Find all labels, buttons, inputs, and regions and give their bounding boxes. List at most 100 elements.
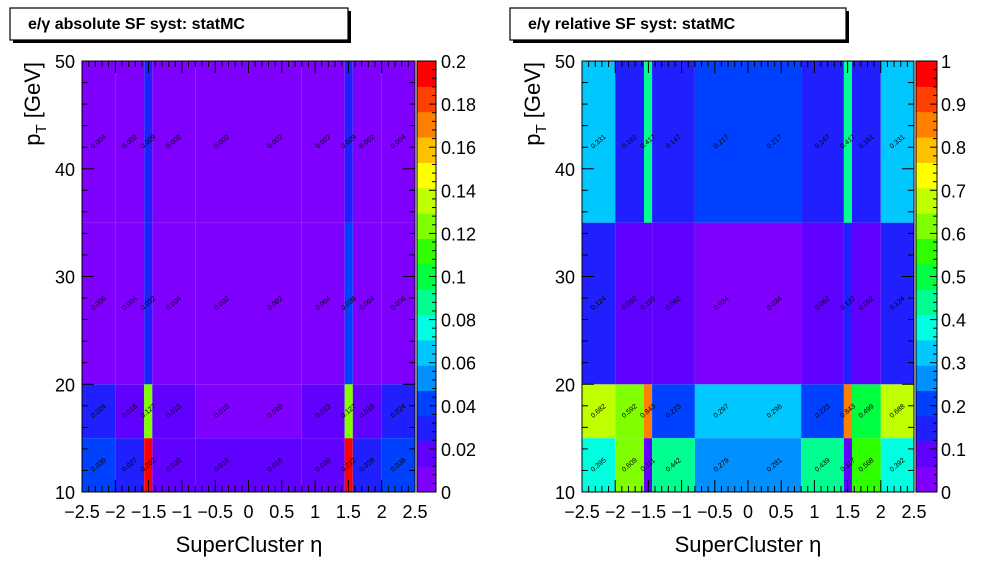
heatmap-cell — [195, 222, 249, 385]
heatmap-cell — [152, 222, 196, 385]
heatmap-cell — [152, 438, 196, 492]
x-tick-label: 0.5 — [269, 502, 294, 522]
heatmap-cell — [694, 61, 748, 223]
heatmap-cell — [880, 438, 914, 492]
z-tick-label: 0.14 — [441, 181, 476, 201]
x-tick-label: −0.5 — [197, 502, 233, 522]
heatmap-cell — [880, 222, 914, 385]
heatmap-cell — [115, 61, 145, 223]
x-tick-label: 2.5 — [901, 502, 926, 522]
heatmap-cell — [582, 384, 616, 439]
color-bar-step — [417, 314, 436, 341]
z-tick-label: 0.2 — [941, 397, 966, 417]
x-tick-label: −0.5 — [697, 502, 733, 522]
heatmap-cell — [801, 384, 844, 439]
y-axis-title: pT [GeV] — [20, 62, 50, 146]
heatmap-cell — [152, 61, 196, 223]
z-tick-label: 0.6 — [941, 224, 966, 244]
color-bar-step — [916, 238, 937, 265]
color-bar-step — [417, 187, 436, 214]
y-tick-label: 10 — [55, 483, 75, 503]
z-tick-label: 0.2 — [441, 52, 466, 72]
x-tick-label: 2 — [377, 502, 387, 522]
color-bar-step — [417, 339, 436, 366]
x-axis-title: SuperCluster η — [675, 532, 822, 557]
color-bar-step — [417, 61, 436, 87]
heatmap-cell — [880, 61, 914, 223]
x-tick-label: 2 — [876, 502, 886, 522]
heatmap-cells — [82, 61, 415, 492]
x-tick-label: −2 — [605, 502, 626, 522]
heatmap-cell — [748, 222, 802, 385]
heatmap-cell — [352, 61, 382, 223]
heatmap-cell — [195, 61, 249, 223]
z-tick-label: 0.04 — [441, 397, 476, 417]
color-bar-step — [417, 289, 436, 316]
x-tick-label: −1.5 — [631, 502, 667, 522]
y-tick-label: 30 — [55, 268, 75, 288]
color-bar-step — [417, 86, 436, 113]
x-tick-label: −2.5 — [564, 502, 600, 522]
heatmap-cell — [344, 61, 353, 223]
heatmap-cell — [652, 61, 695, 223]
heatmap-cell — [344, 438, 353, 492]
x-tick-label: 2.5 — [402, 502, 427, 522]
heatmap-cell — [381, 384, 415, 439]
heatmap-cell — [644, 61, 653, 223]
color-bar-step — [916, 187, 937, 214]
color-bar-step — [916, 86, 937, 113]
heatmap-cell — [843, 384, 852, 439]
heatmap-cell — [381, 222, 415, 385]
heatmap-cell — [801, 438, 844, 492]
heatmap-cell — [301, 384, 345, 439]
heatmap-cell — [301, 438, 345, 492]
heatmap-cell — [615, 61, 645, 223]
z-tick-label: 0.18 — [441, 95, 476, 115]
z-tick-label: 0.5 — [941, 268, 966, 288]
y-tick-label: 50 — [55, 52, 75, 72]
color-bar-step — [417, 365, 436, 392]
color-bar-step — [417, 415, 436, 442]
heatmap-cell — [248, 438, 302, 492]
heatmap-cell — [195, 384, 249, 439]
heatmap-cells — [582, 61, 914, 492]
x-tick-label: 1 — [310, 502, 320, 522]
color-bar-step — [916, 314, 937, 341]
heatmap-cell — [144, 61, 153, 223]
y-tick-label: 40 — [555, 160, 575, 180]
color-bar-step — [916, 61, 937, 87]
x-tick-label: 1 — [809, 502, 819, 522]
heatmap-cell — [381, 438, 415, 492]
y-tick-label: 20 — [55, 375, 75, 395]
color-bar-step — [916, 339, 937, 366]
heatmap-cell — [694, 384, 748, 439]
color-bar-step — [417, 111, 436, 138]
color-bar-step — [417, 238, 436, 265]
heatmap-cell — [652, 384, 695, 439]
heatmap-cell — [82, 438, 116, 492]
y-tick-label: 10 — [555, 483, 575, 503]
heatmap-cell — [843, 61, 852, 223]
color-bar-step — [916, 365, 937, 392]
heatmap-cell — [344, 222, 353, 385]
color-bar-step — [916, 111, 937, 138]
heatmap-cell — [82, 222, 116, 385]
x-tick-label: 1.5 — [336, 502, 361, 522]
color-bar-step — [417, 213, 436, 239]
z-tick-label: 0 — [441, 483, 451, 503]
heatmap-cell — [644, 222, 653, 385]
z-tick-label: 0 — [941, 483, 951, 503]
color-bar-step — [916, 263, 937, 290]
heatmap-cell — [851, 438, 881, 492]
z-tick-label: 0.08 — [441, 311, 476, 331]
y-tick-label: 30 — [555, 268, 575, 288]
color-bar: 0 0.1 0.2 0.3 0.4 0.5 0.6 0.7 0.8 0.9 1 — [915, 52, 966, 503]
x-tick-label: −1 — [671, 502, 692, 522]
heatmap-cell — [644, 384, 653, 439]
heatmap-cell — [82, 61, 116, 223]
heatmap-cell — [115, 438, 145, 492]
color-bar-step — [916, 390, 937, 417]
